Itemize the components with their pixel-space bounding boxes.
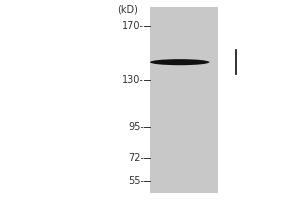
Ellipse shape (150, 59, 209, 65)
Text: 72-: 72- (128, 153, 144, 163)
Bar (150, 7, 218, 193)
Text: 130-: 130- (122, 75, 144, 85)
Text: 170-: 170- (122, 21, 144, 31)
Text: (kD): (kD) (117, 4, 138, 14)
Text: 95-: 95- (128, 122, 144, 132)
Text: 55-: 55- (128, 176, 144, 186)
